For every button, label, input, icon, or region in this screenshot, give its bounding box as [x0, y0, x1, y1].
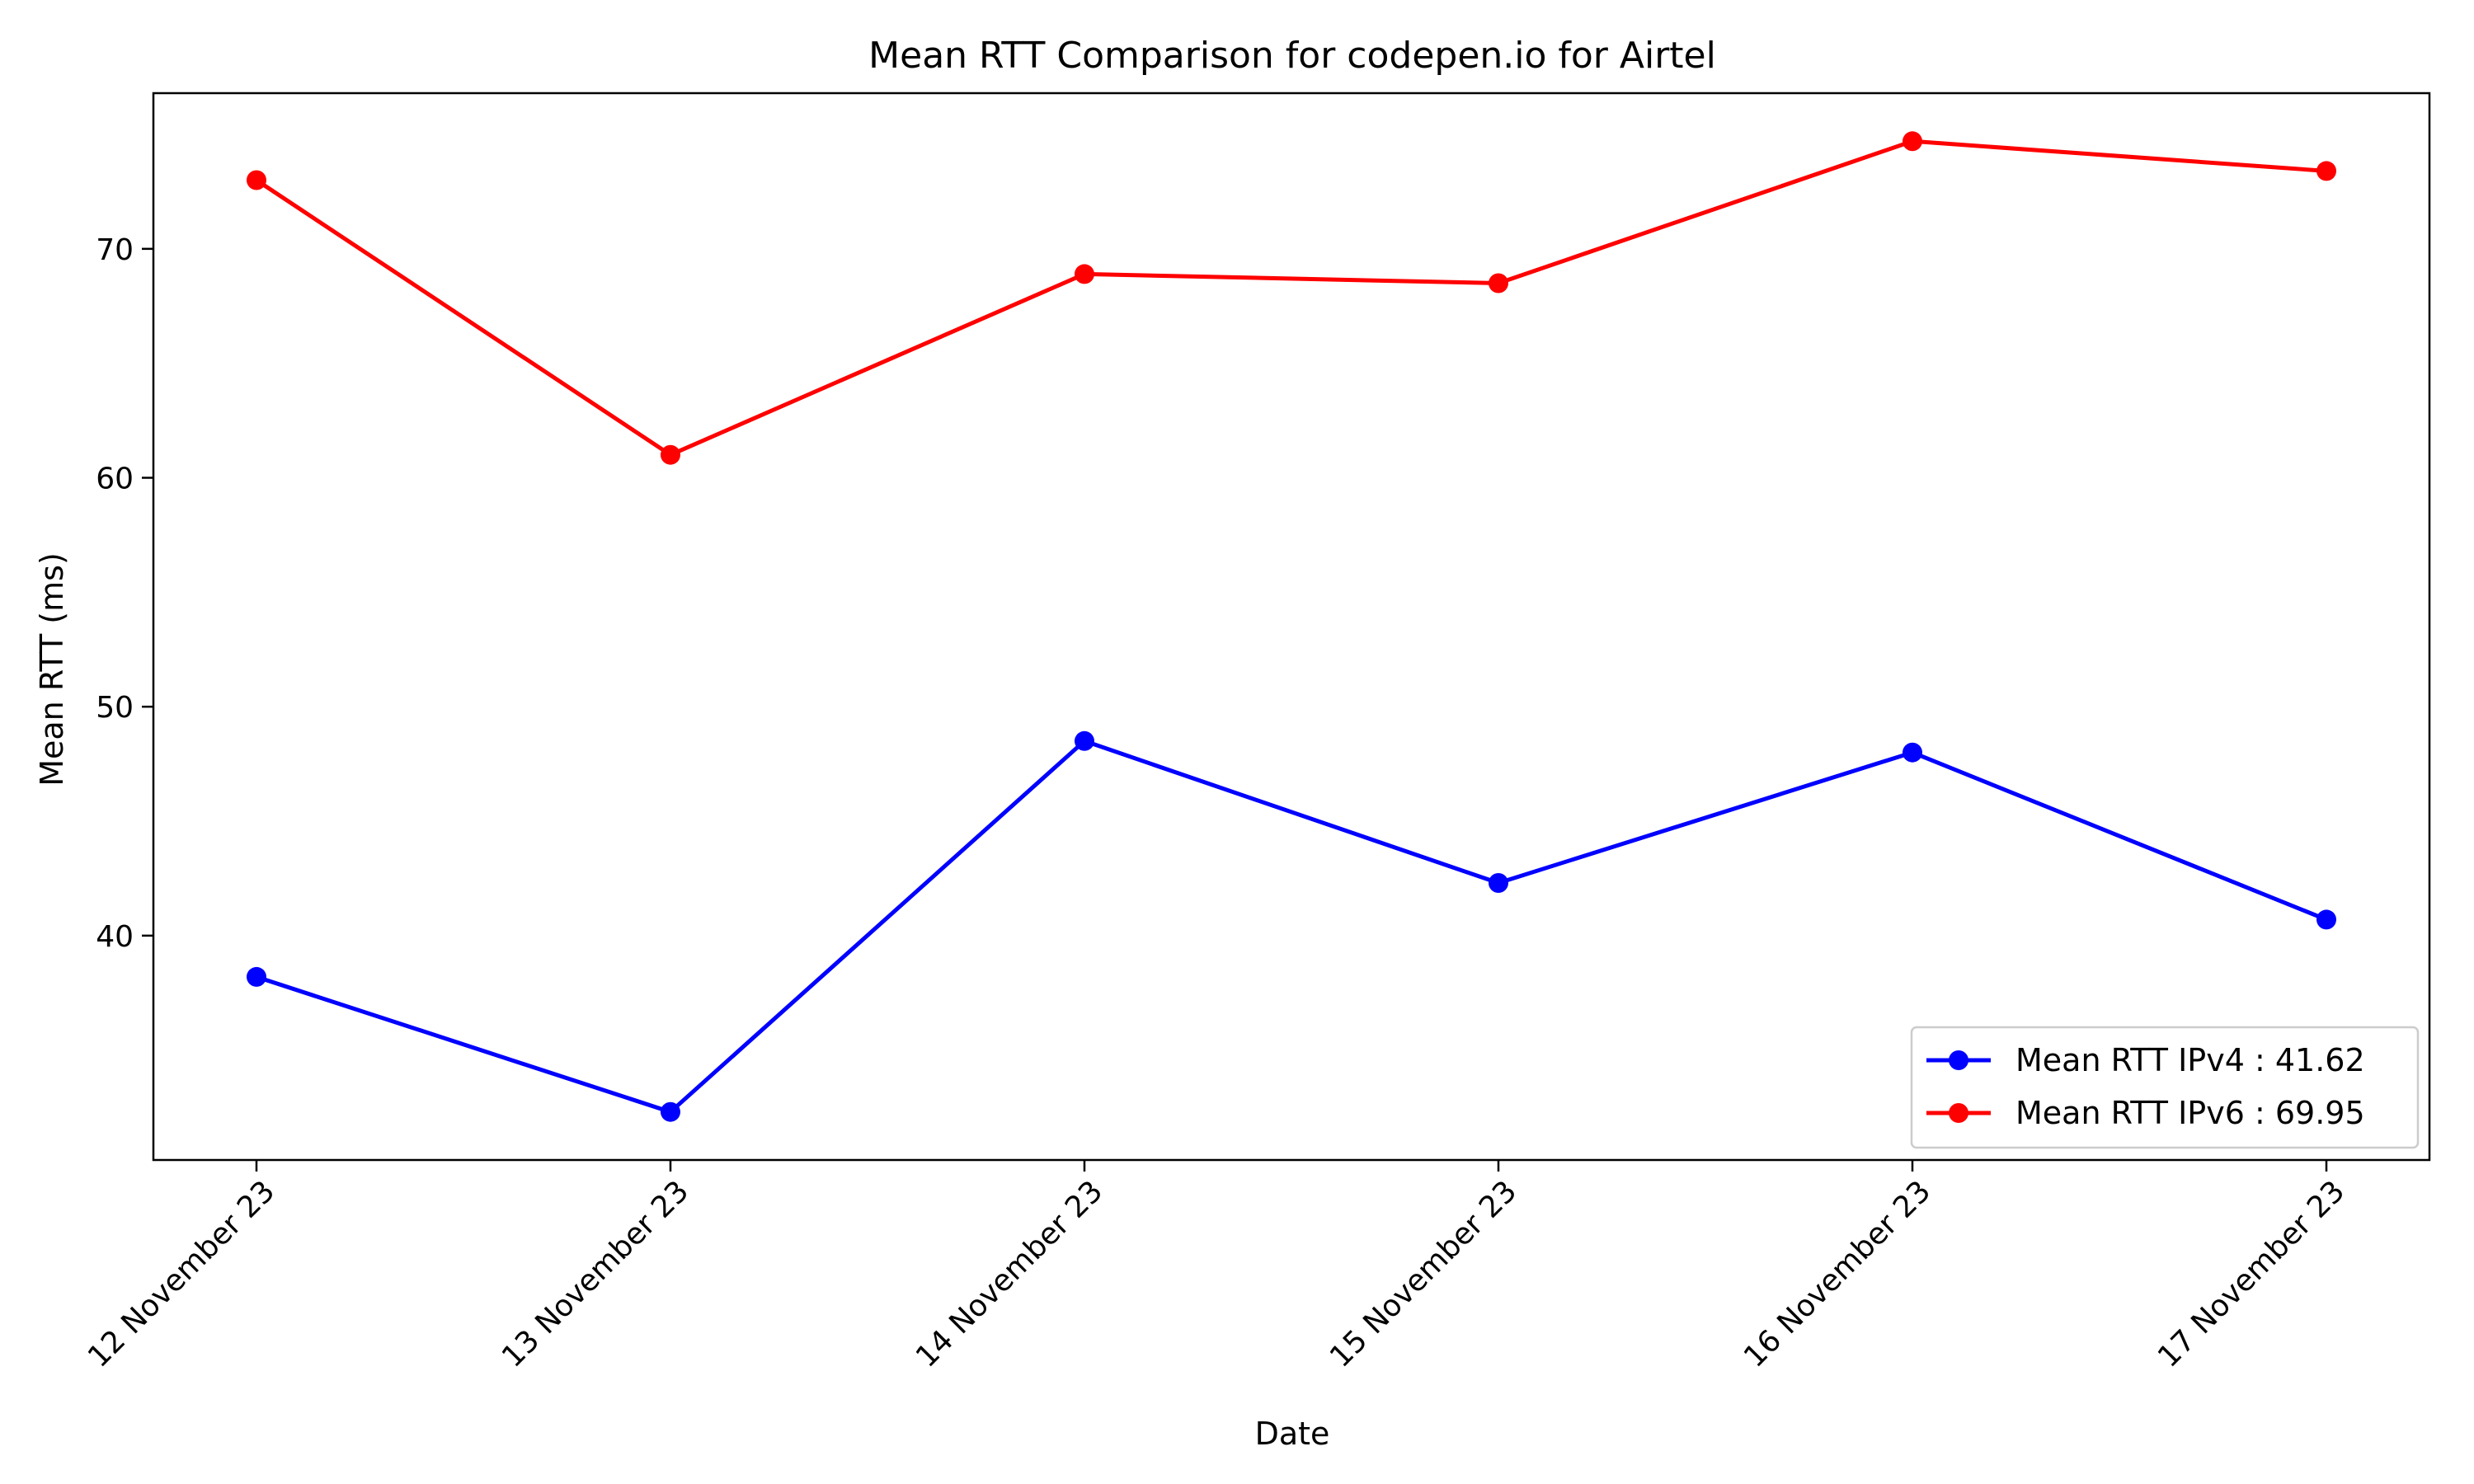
plot-frame: [152, 92, 2431, 1162]
series-line-1: [254, 739, 2329, 1115]
y-tick-label: 40: [96, 920, 134, 954]
legend-box: [1910, 1026, 2420, 1149]
legend-label-1: Mean RTT IPv4 : 41.62: [2015, 1042, 2365, 1078]
data-point-series-1: [1489, 873, 1508, 893]
data-point-series-1: [1903, 742, 1922, 763]
y-axis-label: Mean RTT (ms): [34, 552, 70, 787]
y-tick-label: 60: [96, 463, 134, 496]
data-point-series-2: [1903, 131, 1922, 152]
x-axis-label: Date: [1255, 1416, 1330, 1452]
y-tick-label: 50: [96, 691, 134, 725]
legend-marker-2: [1949, 1103, 1968, 1123]
data-point-series-1: [661, 1101, 680, 1122]
data-point-series-2: [2316, 161, 2336, 181]
data-point-series-2: [661, 444, 680, 465]
legend-marker-1: [1949, 1050, 1968, 1070]
data-point-series-2: [1489, 273, 1508, 294]
data-point-series-1: [2316, 909, 2336, 930]
data-point-series-1: [1075, 730, 1094, 751]
y-tick-label: 70: [96, 233, 134, 267]
chart-title: Mean RTT Comparison for codepen.io for A…: [868, 35, 1716, 77]
series-line-2: [254, 139, 2329, 458]
data-point-series-2: [247, 170, 266, 190]
data-point-series-1: [247, 966, 266, 987]
data-point-series-2: [1075, 264, 1094, 284]
legend-label-2: Mean RTT IPv6 : 69.95: [2015, 1095, 2365, 1131]
